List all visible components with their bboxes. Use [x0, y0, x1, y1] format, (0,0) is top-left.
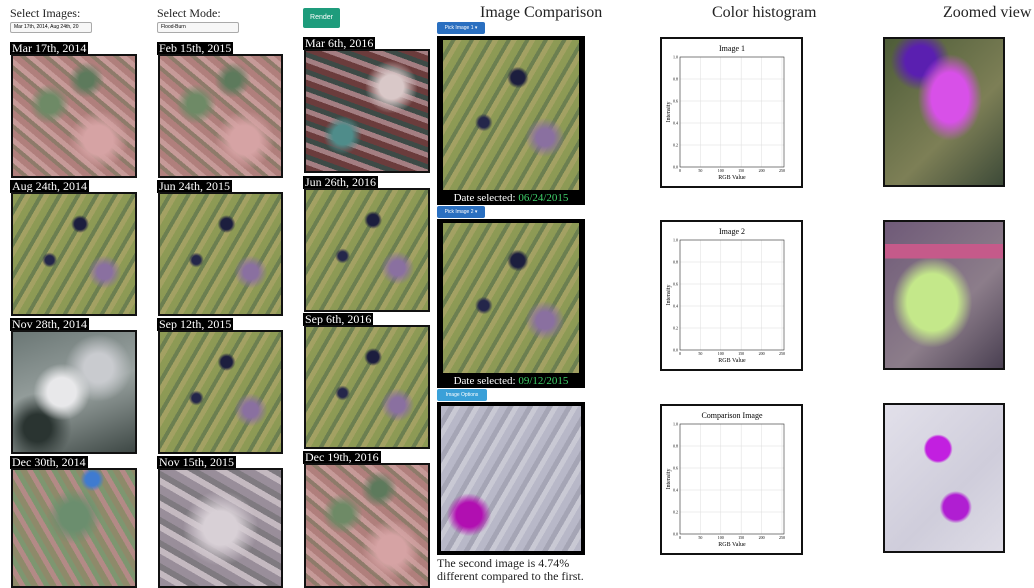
button-text: Pick Image 1	[445, 25, 474, 31]
select-mode-label: Select Mode:	[157, 6, 221, 21]
comparison-title: Image Comparison	[480, 4, 602, 22]
x-tick-label: 250	[779, 168, 785, 173]
comparison-image	[441, 406, 581, 551]
y-tick-label: 0.0	[673, 532, 678, 537]
x-tick-label: 150	[738, 351, 744, 356]
y-tick-label: 0.4	[673, 121, 678, 126]
panel-title: Comparison Image	[701, 411, 763, 420]
y-tick-label: 0.6	[673, 99, 678, 104]
date-label: Date selected:	[454, 192, 516, 204]
panel-title: Image 2	[719, 227, 745, 236]
satellite-image	[158, 54, 283, 178]
x-tick-label: 100	[718, 351, 724, 356]
y-tick-label: 0.6	[673, 282, 678, 287]
page: Select Images: Mar 17th, 2014, Aug 24th,…	[0, 0, 1034, 588]
histogram-panel: Image 1 0.0 0.2 0.4 0.6 0.8 1.0 0 50 100 150 200 250…	[660, 37, 803, 188]
x-tick-label: 0	[679, 535, 681, 540]
select-images-label: Select Images:	[10, 6, 80, 21]
satellite-image	[304, 463, 430, 588]
y-tick-label: 0.8	[673, 77, 678, 82]
pick-image-1-button[interactable]: Pick Image 1 ▾	[437, 22, 485, 34]
x-tick-label: 250	[779, 351, 785, 356]
select-mode-dropdown[interactable]: Flood-Burn	[157, 22, 239, 33]
difference-text: The second image is 4.74% different comp…	[437, 557, 602, 583]
x-axis-label: RGB Value	[718, 175, 746, 181]
x-tick-label: 150	[738, 535, 744, 540]
histogram-panel: Comparison Image 0.0 0.2 0.4 0.6 0.8 1.0 0 50 100…	[660, 404, 803, 555]
date-selected: Date selected: 06/24/2015	[437, 192, 585, 204]
image-1	[443, 40, 579, 190]
x-tick-label: 50	[698, 351, 702, 356]
x-tick-label: 100	[718, 168, 724, 173]
y-tick-label: 0.4	[673, 488, 678, 493]
y-tick-label: 0.8	[673, 260, 678, 265]
x-tick-label: 100	[718, 535, 724, 540]
histogram-chart: Image 2 0.0 0.2 0.4 0.6 0.8 1.0 0 50 100 150 200 250…	[662, 222, 801, 369]
panel-title: Image 1	[719, 44, 745, 53]
histogram-chart: Image 1 0.0 0.2 0.4 0.6 0.8 1.0 0 50 100 150 200 250…	[662, 39, 801, 186]
x-tick-label: 50	[698, 535, 702, 540]
y-axis-label: Intensity	[666, 102, 672, 123]
plot-frame	[680, 424, 784, 534]
x-tick-label: 0	[679, 351, 681, 356]
zoom-image	[883, 37, 1005, 187]
satellite-image	[11, 192, 137, 316]
date-value: 09/12/2015	[518, 375, 568, 387]
y-tick-label: 0.2	[673, 326, 678, 331]
y-tick-label: 0.8	[673, 444, 678, 449]
zoom-image	[883, 403, 1005, 553]
y-tick-label: 1.0	[673, 238, 678, 243]
y-tick-label: 0.2	[673, 510, 678, 515]
x-tick-label: 0	[679, 168, 681, 173]
histogram-panel: Image 2 0.0 0.2 0.4 0.6 0.8 1.0 0 50 100 150 200 250…	[660, 220, 803, 371]
plot-frame	[680, 57, 784, 167]
pick-image-2-button[interactable]: Pick Image 2 ▾	[437, 206, 485, 218]
y-tick-label: 0.2	[673, 143, 678, 148]
y-tick-label: 0.4	[673, 304, 678, 309]
satellite-image	[11, 468, 137, 588]
y-tick-label: 0.0	[673, 348, 678, 353]
select-images-dropdown[interactable]: Mar 17th, 2014, Aug 24th, 20	[10, 22, 92, 33]
zoom-image	[883, 220, 1005, 370]
zoom-title: Zoomed view	[943, 4, 1031, 22]
satellite-image	[304, 188, 430, 312]
y-tick-label: 1.0	[673, 55, 678, 60]
x-axis-label: RGB Value	[718, 358, 746, 364]
date-label: Date selected:	[454, 375, 516, 387]
image-options-button[interactable]: Image Options	[437, 389, 487, 401]
x-tick-label: 250	[779, 535, 785, 540]
image-1-panel: Date selected: 06/24/2015	[437, 36, 585, 205]
image-2	[443, 223, 579, 373]
x-axis-label: RGB Value	[718, 542, 746, 548]
satellite-image	[158, 468, 283, 588]
date-value: 06/24/2015	[518, 192, 568, 204]
satellite-image	[11, 330, 137, 454]
image-2-panel: Date selected: 09/12/2015	[437, 219, 585, 388]
button-text: Pick Image 2	[445, 209, 474, 215]
render-button[interactable]: Render	[303, 8, 340, 28]
satellite-image	[11, 54, 137, 178]
y-tick-label: 1.0	[673, 422, 678, 427]
x-tick-label: 150	[738, 168, 744, 173]
y-axis-label: Intensity	[666, 469, 672, 490]
satellite-image	[304, 49, 430, 173]
x-tick-label: 200	[759, 535, 765, 540]
histogram-chart: Comparison Image 0.0 0.2 0.4 0.6 0.8 1.0 0 50 100…	[662, 406, 801, 553]
satellite-image	[158, 192, 283, 316]
x-tick-label: 200	[759, 168, 765, 173]
y-tick-label: 0.6	[673, 466, 678, 471]
y-axis-label: Intensity	[666, 285, 672, 306]
y-tick-label: 0.0	[673, 165, 678, 170]
comparison-image-panel	[437, 402, 585, 555]
histogram-title: Color histogram	[712, 4, 816, 22]
date-selected: Date selected: 09/12/2015	[437, 375, 585, 387]
plot-frame	[680, 240, 784, 350]
satellite-image	[304, 325, 430, 449]
satellite-image	[158, 330, 283, 454]
x-tick-label: 200	[759, 351, 765, 356]
x-tick-label: 50	[698, 168, 702, 173]
